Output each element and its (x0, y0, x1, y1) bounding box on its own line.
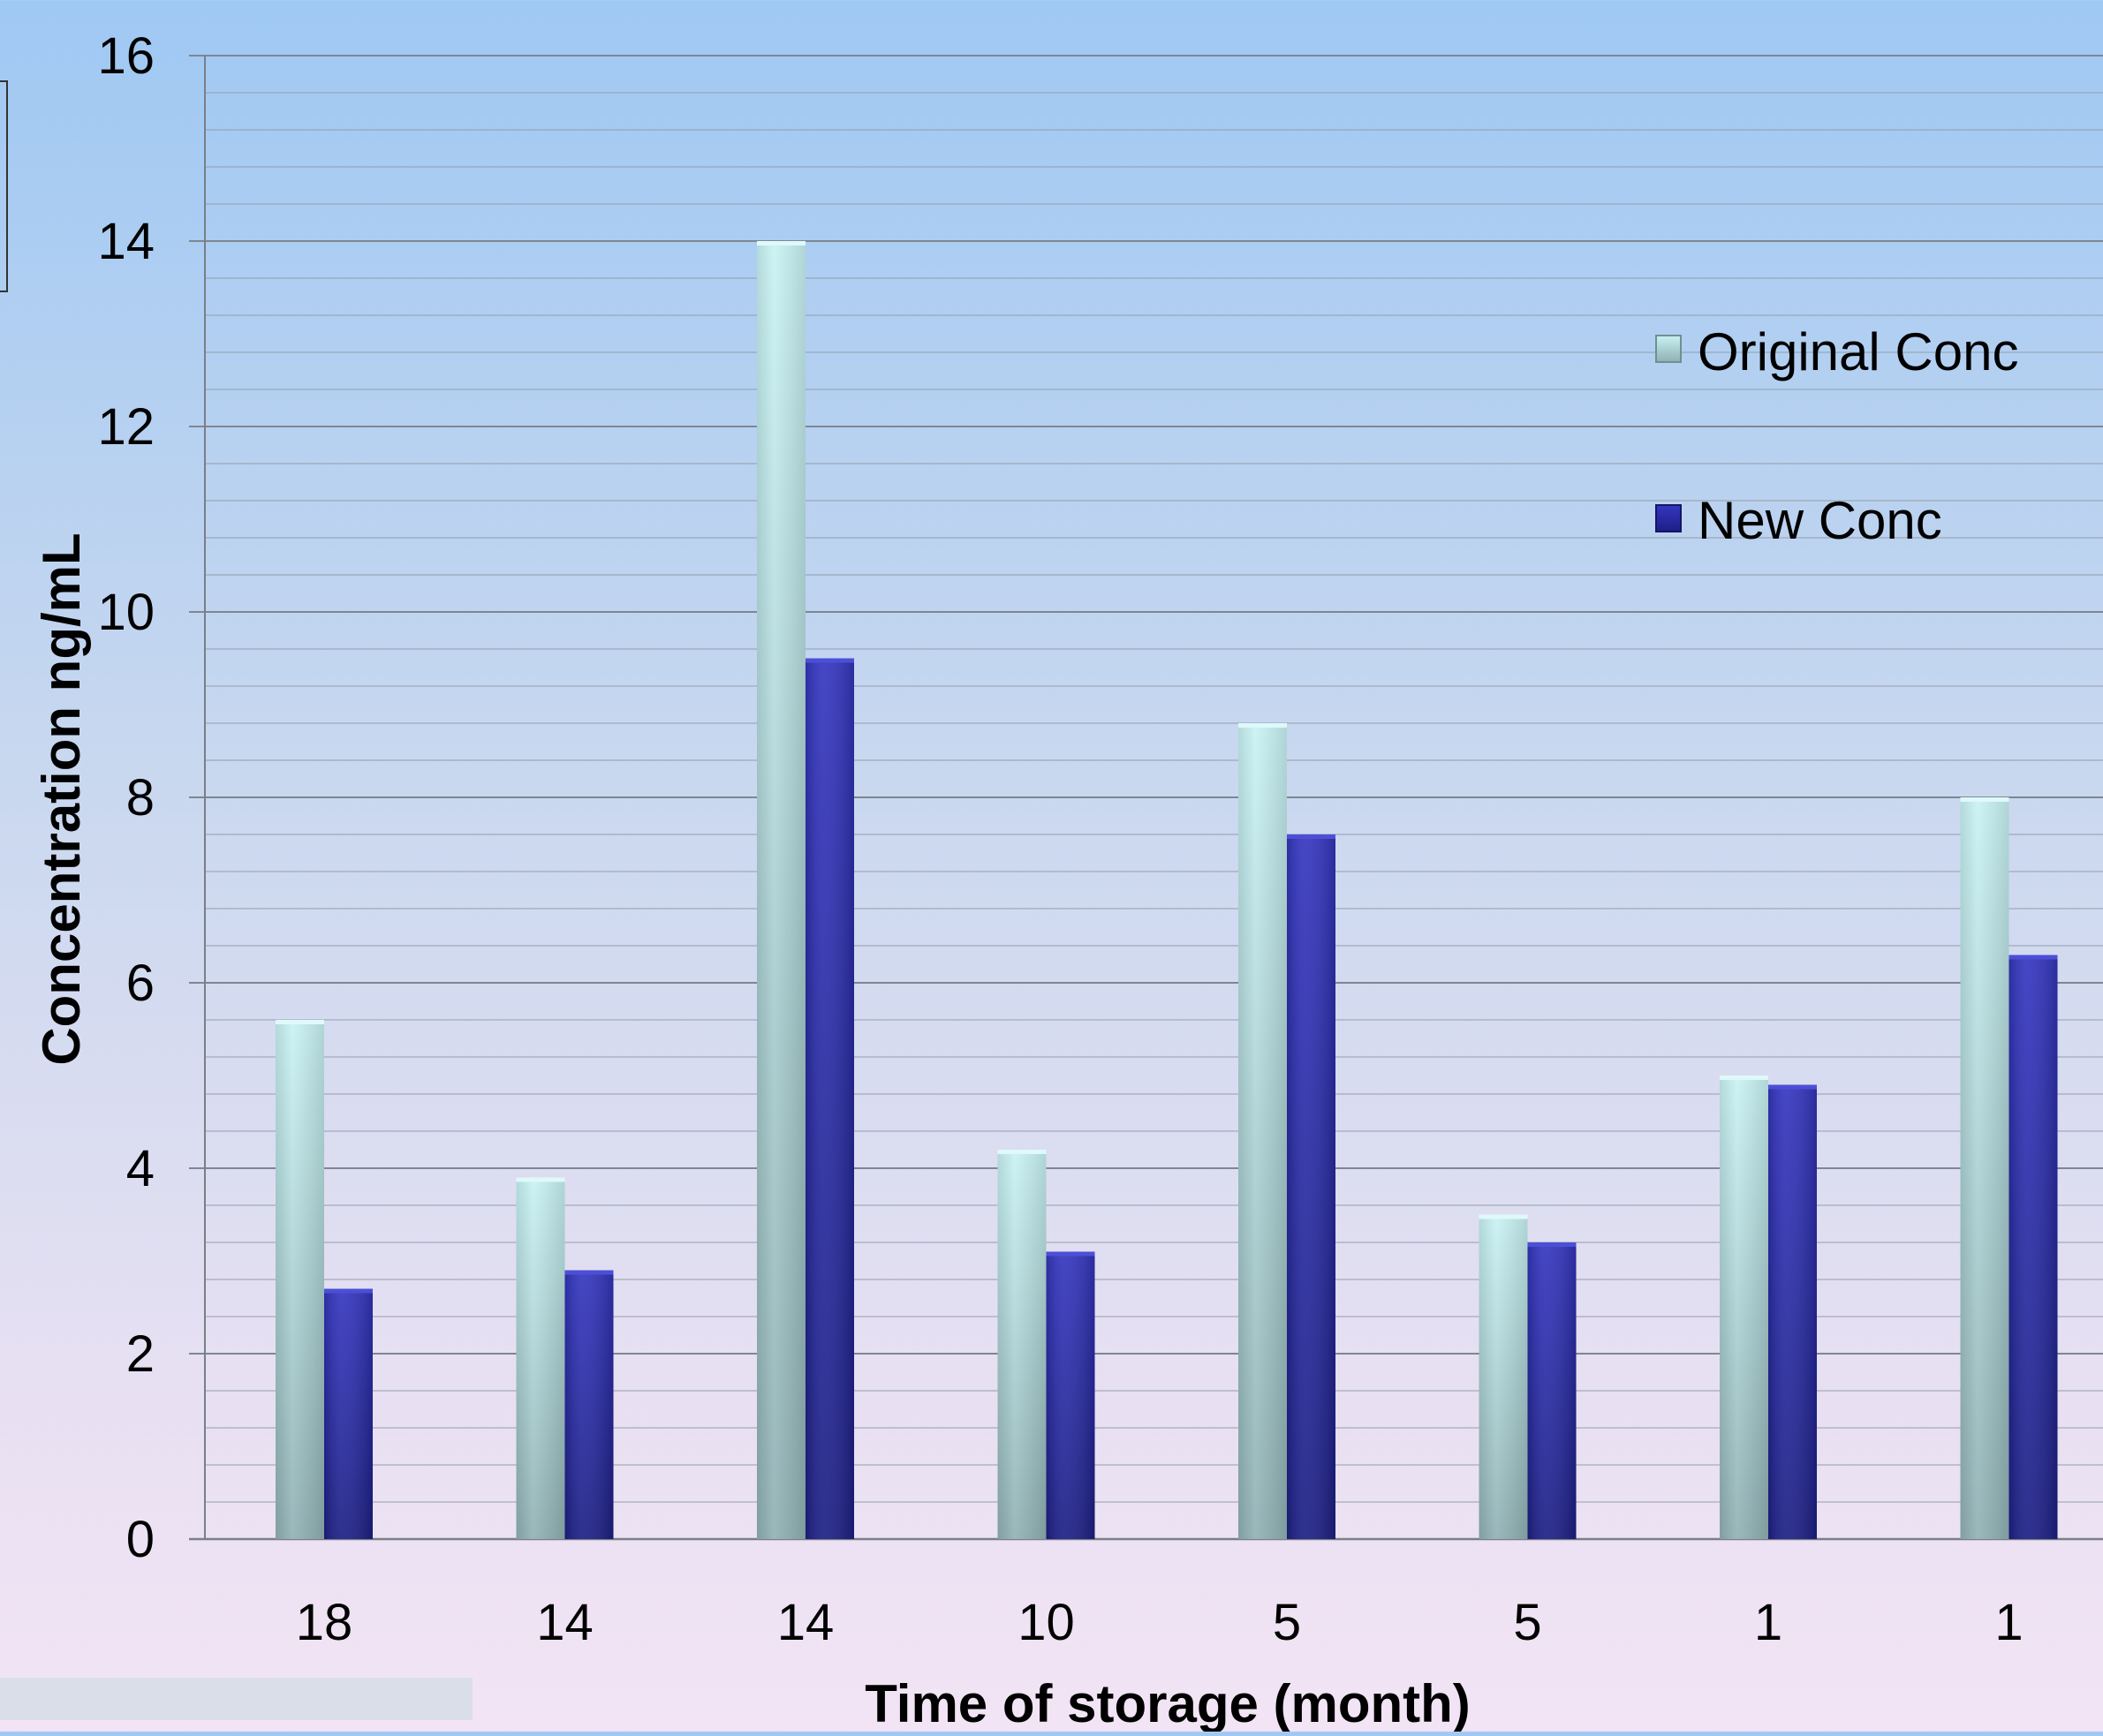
x-tick-label: 14 (777, 1594, 835, 1651)
bar-original-cap (1960, 797, 2009, 802)
tick-labels: 0 2 4 6 8 10 12 14 16 18 14 14 10 5 5 1 1 (97, 27, 2023, 1651)
bar-new-cap (1768, 1084, 1817, 1090)
x-axis-label: Time of storage (month) (865, 1674, 1471, 1732)
bar-new-cap (2008, 955, 2058, 960)
bar-new-cap (1287, 834, 1335, 839)
y-tick-label: 4 (126, 1140, 155, 1197)
bar-new-cap (1527, 1242, 1577, 1247)
bar-original-cap (757, 241, 806, 245)
bar-original-cap (997, 1150, 1047, 1154)
x-tick-label: 5 (1273, 1594, 1301, 1651)
x-tick-label: 1 (1994, 1594, 2023, 1651)
bar-original-cap (1479, 1214, 1528, 1219)
bar-new-shading (2008, 955, 2058, 1539)
y-tick-label: 10 (97, 584, 155, 641)
bar-new-shading (1287, 834, 1335, 1539)
y-tick-label: 0 (126, 1511, 155, 1568)
bar-original-shading (276, 1020, 324, 1539)
bar-new-cap (1046, 1251, 1095, 1257)
y-tick-label: 14 (97, 213, 155, 270)
legend-label-new: New Conc (1698, 491, 1942, 550)
x-tick-label: 14 (536, 1594, 594, 1651)
x-tick-label: 10 (1017, 1594, 1075, 1651)
bar-original-shading (1238, 723, 1287, 1539)
x-tick-label: 5 (1513, 1594, 1541, 1651)
bar-original-shading (1720, 1076, 1768, 1539)
bar-new-shading (1527, 1242, 1577, 1539)
bar-original-shading (516, 1177, 565, 1539)
y-tick-label: 12 (97, 398, 155, 456)
bar-new-cap (564, 1270, 614, 1275)
bar-original-shading (997, 1150, 1047, 1539)
bar-original-shading (1960, 797, 2009, 1539)
left-edge-frame (0, 80, 8, 292)
y-axis-label: Concentration ng/mL (32, 532, 91, 1065)
y-tick-label: 6 (126, 955, 155, 1012)
y-tick-label: 16 (97, 27, 155, 85)
bar-original-shading (1479, 1214, 1528, 1539)
bar-new-shading (1046, 1251, 1095, 1539)
x-tick-label: 1 (1754, 1594, 1782, 1651)
bar-original-shading (757, 241, 806, 1539)
bar-new-shading (564, 1270, 614, 1539)
legend-label-original: Original Conc (1698, 322, 2019, 381)
y-tick-label: 8 (126, 769, 155, 826)
x-tick-label: 18 (296, 1594, 353, 1651)
bar-new-cap (806, 658, 854, 663)
legend-swatch-new (1655, 504, 1682, 532)
bar-new-cap (324, 1288, 373, 1294)
bars (276, 241, 2058, 1539)
bar-new-shading (1768, 1084, 1817, 1539)
bar-original-cap (1720, 1076, 1768, 1080)
bar-original-cap (1238, 723, 1287, 728)
y-tick-label: 2 (126, 1325, 155, 1383)
bar-original-cap (276, 1020, 324, 1024)
bar-new-shading (324, 1288, 373, 1539)
bar-new-shading (806, 658, 854, 1539)
bottom-left-band (0, 1678, 473, 1720)
legend-swatch-original (1655, 335, 1682, 363)
bar-original-cap (516, 1177, 565, 1182)
legend: Original Conc New Conc (1655, 322, 2019, 550)
